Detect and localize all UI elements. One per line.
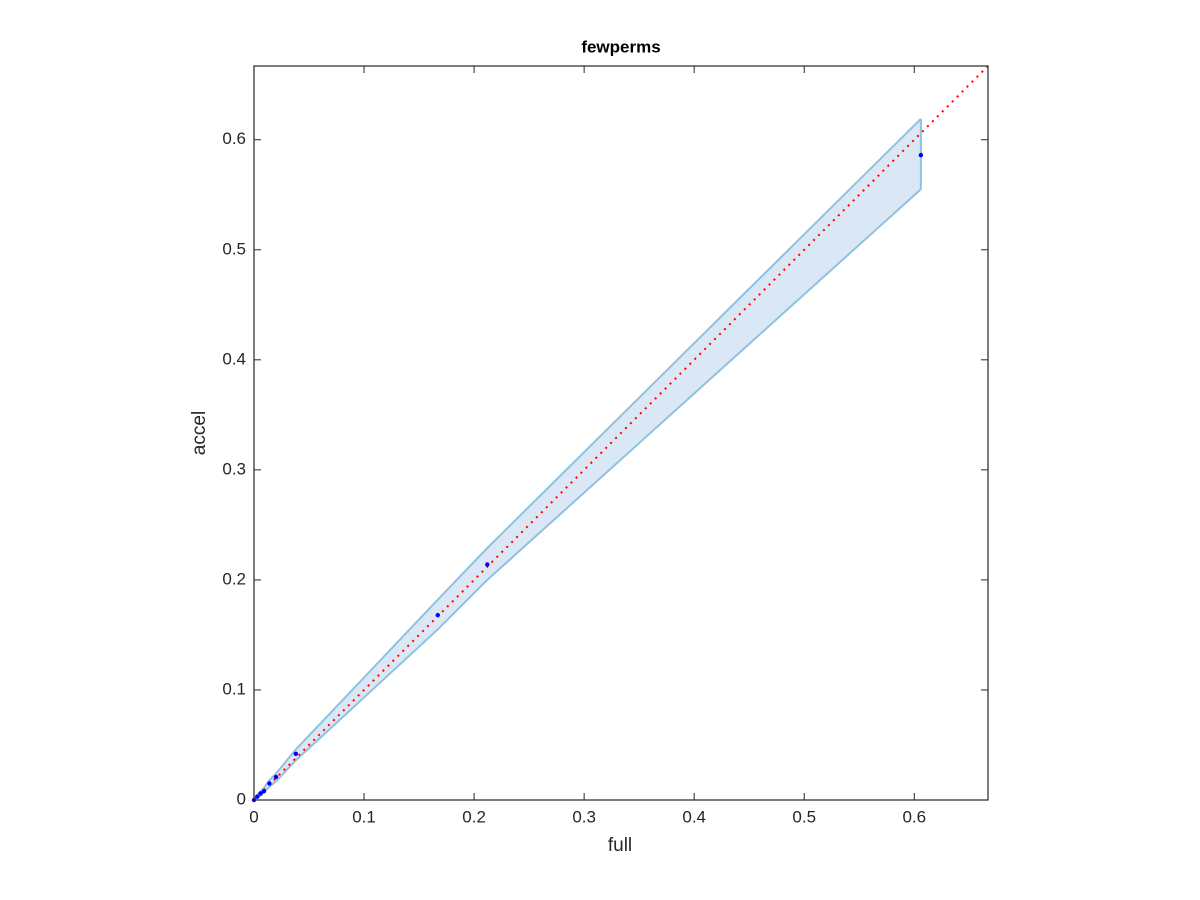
x-tick-label: 0.6 xyxy=(902,807,926,826)
point xyxy=(485,562,490,567)
reference-line xyxy=(253,65,989,801)
y-tick-label: 0.6 xyxy=(222,129,246,148)
x-tick-label: 0.2 xyxy=(462,807,486,826)
x-tick-label: 0 xyxy=(249,807,258,826)
point xyxy=(258,791,263,796)
point xyxy=(261,788,267,794)
y-tick-label: 0.3 xyxy=(222,459,246,478)
point xyxy=(267,781,272,786)
y-tick-label: 0.4 xyxy=(222,349,246,368)
y-tick-label: 0.1 xyxy=(222,679,246,698)
x-tick-label: 0.4 xyxy=(682,807,706,826)
point xyxy=(255,794,260,799)
y-tick-label: 0.2 xyxy=(222,569,246,588)
point xyxy=(435,612,440,618)
y-tick-label: 0 xyxy=(237,789,246,808)
x-axis-label: full xyxy=(608,835,632,856)
band-fill xyxy=(254,118,921,800)
y-axis-label: accel xyxy=(189,411,210,455)
point xyxy=(273,774,279,780)
axes-box xyxy=(253,65,989,801)
x-tick-label: 0.1 xyxy=(352,807,376,826)
chart-title: fewperms xyxy=(581,37,660,56)
x-tick-label: 0.5 xyxy=(792,807,816,826)
band-lower xyxy=(253,188,922,801)
point xyxy=(918,152,924,158)
point xyxy=(293,751,299,756)
x-tick-label: 0.3 xyxy=(572,807,596,826)
y-tick-label: 0.5 xyxy=(222,239,246,258)
